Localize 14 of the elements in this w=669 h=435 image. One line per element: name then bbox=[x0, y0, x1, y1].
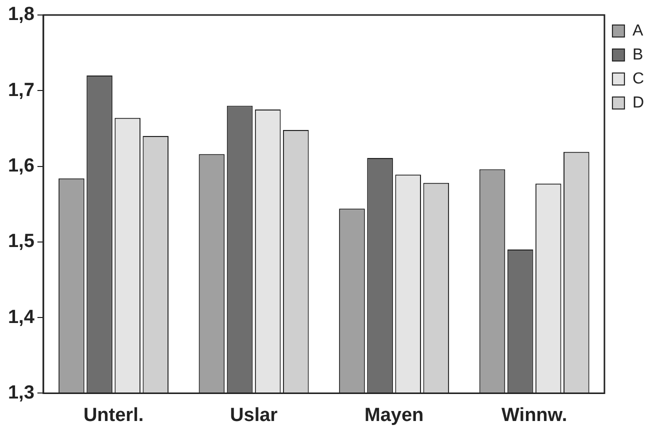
y-tick-label: 1,8 bbox=[8, 4, 34, 26]
x-tick-label: Uslar bbox=[230, 404, 278, 426]
y-tick-label: 1,4 bbox=[8, 306, 35, 328]
y-tick-label: 1,6 bbox=[8, 156, 34, 177]
x-tick-label: Mayen bbox=[364, 404, 424, 426]
x-tick-label: Unterl. bbox=[83, 404, 144, 426]
legend-label: C bbox=[632, 70, 644, 88]
y-tick-label: 1,5 bbox=[8, 231, 35, 252]
y-tick-label: 1,3 bbox=[8, 382, 34, 404]
y-tick-label: 1,7 bbox=[8, 80, 34, 101]
legend-label: B bbox=[632, 46, 644, 64]
legend-label: A bbox=[632, 22, 644, 40]
x-tick-label: Winnw. bbox=[502, 404, 568, 426]
legend-label: D bbox=[632, 94, 644, 112]
